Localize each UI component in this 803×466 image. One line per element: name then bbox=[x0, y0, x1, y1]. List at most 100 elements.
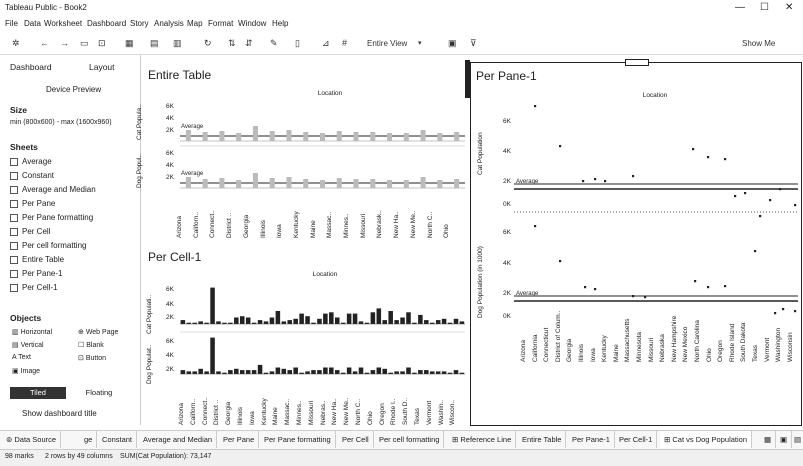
x-axis-label: Washington bbox=[775, 327, 783, 362]
bar bbox=[340, 372, 346, 374]
move-handle[interactable] bbox=[625, 59, 649, 66]
device-preview-button[interactable]: Device Preview bbox=[46, 85, 102, 94]
sheet-icon bbox=[10, 171, 18, 180]
labels-icon[interactable]: ▯ bbox=[295, 38, 300, 48]
tab-sheet[interactable]: Per Cell-1 bbox=[615, 431, 658, 448]
menu-analysis[interactable]: Analysis bbox=[154, 19, 184, 28]
tick: 2K bbox=[166, 366, 174, 373]
menu-data[interactable]: Data bbox=[24, 19, 41, 28]
tableau-logo-icon[interactable]: ✲ bbox=[12, 38, 20, 48]
sheet-item[interactable]: Per cell formatting bbox=[10, 241, 86, 250]
swap-icon[interactable]: ↻ bbox=[204, 38, 212, 48]
sheet-item[interactable]: Per Pane bbox=[10, 199, 55, 208]
tab-dashboard-active[interactable]: ⊞ Cat vs Dog Population bbox=[660, 431, 753, 448]
drag-handle[interactable] bbox=[465, 60, 470, 98]
data-point bbox=[774, 312, 777, 315]
bar bbox=[382, 368, 388, 374]
save-icon[interactable]: ▭ bbox=[80, 38, 89, 48]
tiled-toggle[interactable]: Tiled bbox=[10, 387, 66, 399]
per-pane-y-bottom: Dog Population (in 1000) bbox=[477, 246, 484, 318]
x-axis-label: Missouri bbox=[307, 400, 315, 425]
sheet-item[interactable]: Per Cell-1 bbox=[10, 283, 58, 292]
tab-sheet[interactable]: Constant bbox=[98, 431, 138, 448]
new-sheet-tab-icon[interactable]: ▦ bbox=[760, 431, 777, 448]
x-axis-label: Iowa bbox=[248, 411, 256, 425]
new-dashboard-tab-icon[interactable]: ▣ bbox=[776, 431, 793, 448]
chevron-down-icon[interactable]: ▾ bbox=[418, 40, 422, 47]
tab-sheet[interactable]: ⊞ Reference Line bbox=[448, 431, 517, 448]
menu-map[interactable]: Map bbox=[187, 19, 203, 28]
object-blank[interactable]: ☐ Blank bbox=[78, 342, 104, 349]
sort-desc-icon[interactable]: ⇵ bbox=[245, 38, 253, 48]
menu-dashboard[interactable]: Dashboard bbox=[87, 19, 127, 28]
object-text[interactable]: A Text bbox=[12, 354, 31, 361]
object-web-page[interactable]: ⊕ Web Page bbox=[78, 329, 119, 336]
sheet-item[interactable]: Constant bbox=[10, 171, 54, 180]
clear-icon[interactable]: ▥ bbox=[173, 38, 182, 48]
show-me-button[interactable]: Show Me bbox=[742, 39, 776, 48]
tab-dashboard[interactable]: Dashboard bbox=[10, 62, 52, 72]
object-horizontal[interactable]: ▥ Horizontal bbox=[12, 329, 53, 336]
sheet-item[interactable]: Per Pane formatting bbox=[10, 213, 93, 222]
tab-sheet[interactable]: Per Pane formatting bbox=[260, 431, 336, 448]
bar bbox=[185, 177, 191, 188]
object-image[interactable]: ▣ Image bbox=[12, 368, 41, 375]
pin-icon[interactable]: ⊿ bbox=[322, 38, 330, 48]
x-axis-label: Minnesota bbox=[636, 332, 643, 362]
bar bbox=[269, 131, 275, 141]
x-axis-label: Texas bbox=[414, 408, 421, 425]
fit-select[interactable]: Entire View bbox=[367, 39, 408, 48]
undo-icon[interactable]: ← bbox=[40, 38, 49, 48]
maximize-icon[interactable]: ☐ bbox=[760, 2, 769, 13]
menu-help[interactable]: Help bbox=[272, 19, 289, 28]
sheet-item[interactable]: Per Cell bbox=[10, 227, 50, 236]
tab-sheet[interactable]: Average and Median bbox=[139, 431, 218, 448]
sort-asc-icon[interactable]: ⇅ bbox=[228, 38, 236, 48]
minimize-icon[interactable]: — bbox=[735, 2, 745, 13]
bar bbox=[257, 320, 263, 324]
tab-data-source[interactable]: ⊚ Data Source bbox=[2, 431, 62, 448]
menu-format[interactable]: Format bbox=[208, 19, 234, 28]
redo-icon[interactable]: → bbox=[60, 38, 69, 48]
tab-sheet[interactable]: Per Pane-1 bbox=[568, 431, 615, 448]
x-axis-label: Georgia bbox=[242, 214, 250, 238]
menu-story[interactable]: Story bbox=[130, 19, 149, 28]
bar bbox=[441, 318, 447, 324]
x-axis-label: North Carolina bbox=[694, 320, 701, 362]
bar bbox=[234, 317, 239, 324]
new-story-tab-icon[interactable]: ▤ bbox=[794, 435, 802, 444]
bar bbox=[275, 367, 281, 374]
floating-toggle[interactable]: Floating bbox=[85, 388, 113, 397]
object-button[interactable]: ⊡ Button bbox=[78, 355, 107, 362]
duplicate-icon[interactable]: ▤ bbox=[150, 38, 159, 48]
sheet-item[interactable]: Per Pane-1 bbox=[10, 269, 62, 278]
tab-sheet[interactable]: Per cell formatting bbox=[375, 431, 445, 448]
share-icon[interactable]: ⊽ bbox=[470, 38, 477, 48]
close-icon[interactable]: ✕ bbox=[785, 2, 794, 13]
bar bbox=[459, 372, 465, 374]
new-sheet-icon[interactable]: ▦ bbox=[125, 38, 134, 48]
sheet-item[interactable]: Average bbox=[10, 157, 52, 166]
menu-worksheet[interactable]: Worksheet bbox=[44, 19, 83, 28]
sheet-item[interactable]: Entire Table bbox=[10, 255, 64, 264]
tab-sheet[interactable]: Entire Table bbox=[518, 431, 567, 448]
x-axis-label: New Hampshire bbox=[670, 315, 678, 362]
data-point bbox=[632, 295, 635, 298]
sheet-item[interactable]: Average and Median bbox=[10, 185, 96, 194]
bar bbox=[222, 372, 227, 374]
menu-window[interactable]: Window bbox=[238, 19, 267, 28]
tab-sheet[interactable]: ge bbox=[80, 431, 98, 448]
show-title-checkbox[interactable]: Show dashboard title bbox=[22, 409, 97, 418]
object-vertical[interactable]: ▤ Vertical bbox=[12, 342, 44, 349]
tab-sheet[interactable]: Per Pane bbox=[219, 431, 260, 448]
fix-axes-icon[interactable]: # bbox=[342, 38, 348, 48]
show-cards-icon[interactable]: ▣ bbox=[448, 38, 457, 48]
menu-file[interactable]: File bbox=[5, 19, 18, 28]
highlight-icon[interactable]: ✎ bbox=[270, 38, 278, 48]
size-select[interactable]: min (800x600) - max (1600x960) bbox=[10, 119, 112, 126]
new-datasource-icon[interactable]: ⊡ bbox=[98, 38, 106, 48]
data-point bbox=[724, 158, 727, 161]
tab-sheet[interactable]: Per Cell bbox=[338, 431, 374, 448]
bar bbox=[376, 308, 382, 324]
tab-layout[interactable]: Layout bbox=[89, 62, 115, 72]
